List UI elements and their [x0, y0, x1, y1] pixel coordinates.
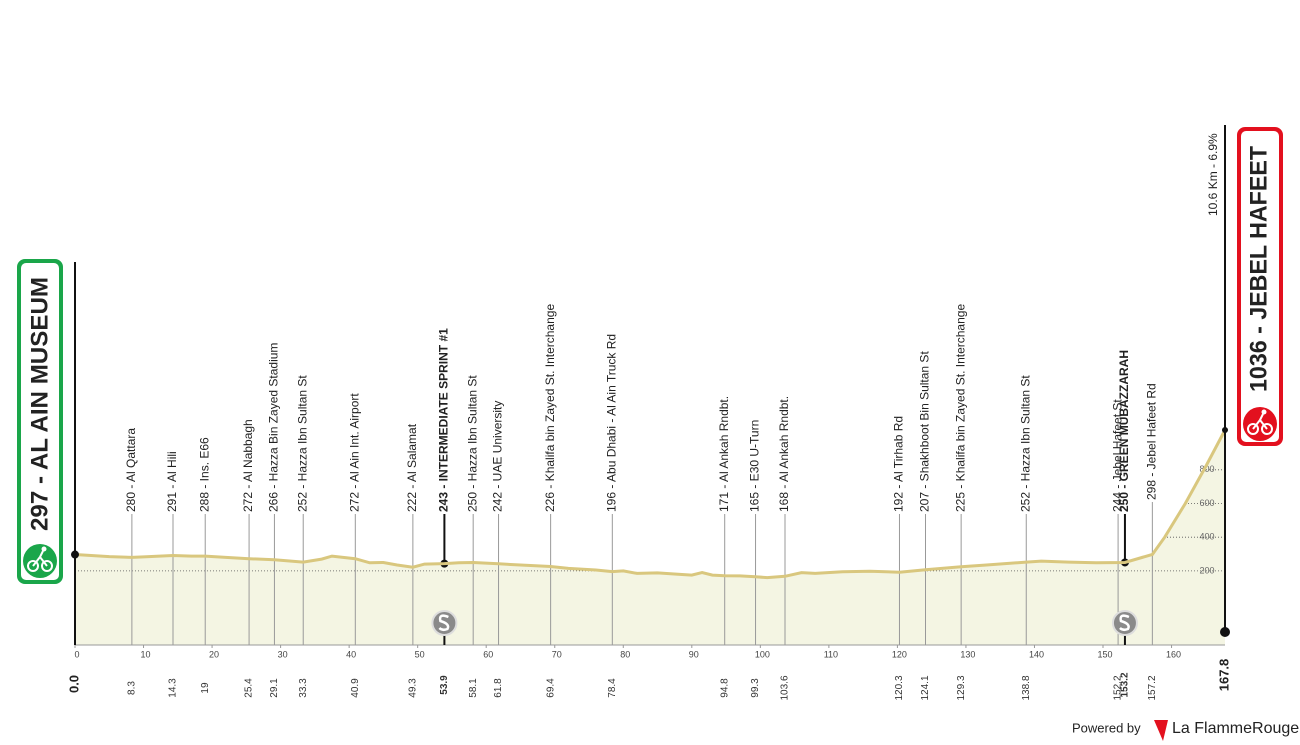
waypoint-label: 250 - Hazza Ibn Sultan St	[465, 375, 479, 512]
x-tick-label: 150	[1097, 649, 1112, 659]
x-tick-label: 10	[141, 649, 151, 659]
waypoint-label: 266 - Hazza Bin Zayed Stadium	[267, 343, 281, 512]
finish-km: 167.8	[1216, 659, 1231, 692]
x-tick-label: 140	[1029, 649, 1044, 659]
start-banner-inner	[21, 263, 59, 580]
waypoint-km: 99.3	[750, 678, 761, 698]
x-tick-label: 90	[689, 649, 699, 659]
finish-icon-wheel	[1247, 423, 1259, 435]
waypoint-km: 120.3	[894, 675, 905, 700]
waypoint-km: 49.3	[408, 678, 419, 698]
climb-label: 10.6 Km - 6.9%	[1206, 133, 1220, 216]
waypoint-km: 138.8	[1021, 675, 1032, 700]
x-tick-label: 120	[892, 649, 907, 659]
finish-icon	[1243, 407, 1277, 441]
start-banner: 297 - AL AIN MUSEUM	[17, 259, 63, 584]
waypoint-label: 222 - Al Salamat	[405, 423, 419, 512]
waypoint-km: 78.4	[607, 678, 618, 698]
waypoint-label: 298 - Jebel Hafeet Rd	[1145, 383, 1159, 500]
start-icon-head	[41, 546, 47, 552]
waypoint-km: 25.4	[244, 678, 255, 698]
waypoint-km: 33.3	[298, 678, 309, 698]
x-tick-label: 100	[755, 649, 770, 659]
waypoint-km: 53.9	[439, 675, 450, 695]
finish-icon-head	[1261, 409, 1267, 415]
waypoint-km: 103.6	[780, 675, 791, 700]
profile-line	[74, 429, 1227, 580]
waypoint-km: 8.3	[127, 681, 138, 695]
waypoint-km: 61.8	[493, 678, 504, 698]
y-tick-label: 600	[1199, 498, 1214, 508]
brand-name: La FlammeRouge	[1172, 720, 1299, 737]
y-tick-label: 200	[1199, 565, 1214, 575]
waypoint-label: 280 - Al Qattara	[124, 428, 138, 512]
x-tick-label: 40	[346, 649, 356, 659]
waypoint-km: 94.8	[719, 678, 730, 698]
y-tick-label: 400	[1199, 532, 1214, 542]
start-icon-wheel	[41, 560, 53, 572]
waypoint-km: 69.4	[545, 678, 556, 698]
sprint-icon-s	[1119, 614, 1130, 632]
finish-banner: 1036 - JEBEL HAFEET	[1237, 127, 1283, 446]
waypoint-label: 168 - Al Ankah Rndbt.	[777, 396, 791, 512]
waypoint-km: 19	[200, 682, 211, 694]
waypoint-label: 252 - Hazza Ibn Sultan St	[1018, 375, 1032, 512]
waypoint-label: 171 - Al Ankah Rndbt.	[717, 396, 731, 512]
waypoint-label: 244 - Jebel Hafeet St	[1110, 399, 1124, 512]
waypoint-km: 14.3	[168, 678, 179, 698]
waypoint-label: 291 - Al Hili	[165, 451, 179, 512]
waypoint-km: 124.1	[920, 675, 931, 700]
start-icon-wheel	[27, 560, 39, 572]
profile-area	[75, 430, 1225, 645]
x-tick-label: 50	[415, 649, 425, 659]
start-dot	[71, 550, 79, 559]
start-icon	[23, 544, 57, 578]
x-tick-label: 70	[552, 649, 562, 659]
finish-label: 1036 - JEBEL HAFEET	[1245, 146, 1272, 392]
waypoint-km: 153.2	[1120, 672, 1131, 697]
x-tick-label: 160	[1166, 649, 1181, 659]
x-tick-label: 0	[74, 649, 79, 659]
brand-logo	[1154, 720, 1168, 741]
start-km: 0.0	[66, 675, 81, 693]
x-tick-label: 30	[278, 649, 288, 659]
finish-base-dot	[1220, 627, 1230, 637]
waypoint-label: 243 - INTERMEDIATE SPRINT #1	[437, 328, 451, 512]
waypoint-km: 29.1	[269, 678, 280, 698]
x-tick-label: 110	[824, 649, 838, 659]
waypoint-km: 58.1	[468, 678, 479, 698]
x-tick-label: 20	[209, 649, 219, 659]
finish-dot	[1222, 427, 1228, 434]
waypoint-km: 152.2	[1113, 675, 1124, 700]
waypoint-km: 129.3	[956, 675, 967, 700]
waypoint-label: 226 - Khalifa bin Zayed St. Interchange	[543, 304, 557, 512]
sprint-icon-s	[438, 614, 450, 632]
start-icon-frame	[32, 550, 48, 567]
waypoint-label: 288 - Ins. E66	[197, 437, 211, 512]
waypoint-km: 40.9	[350, 678, 361, 698]
powered-by: Powered by	[1072, 720, 1141, 735]
waypoint-label: 192 - Al Tirhab Rd	[892, 416, 906, 512]
waypoint-label: 207 - Shakhboot Bin Sultan St	[918, 351, 932, 512]
x-tick-label: 80	[620, 649, 630, 659]
waypoint-label: 250 - GREEN MUBAZZARAH	[1117, 350, 1131, 512]
waypoint-label: 272 - Al Ain Int. Airport	[347, 393, 361, 512]
waypoint-km: 157.2	[1147, 675, 1158, 700]
waypoint-label: 242 - UAE University	[491, 401, 505, 512]
waypoint-label: 196 - Abu Dhabi - Al Ain Truck Rd	[604, 334, 618, 512]
x-tick-label: 60	[483, 649, 493, 659]
waypoint-label: 272 - Al Nabbagh	[241, 419, 255, 512]
x-tick-label: 130	[960, 649, 975, 659]
y-tick-label: 800	[1199, 464, 1214, 474]
start-label: 297 - AL AIN MUSEUM	[26, 277, 53, 531]
finish-banner-inner	[1241, 131, 1279, 442]
waypoint-label: 225 - Khalifa bin Zayed St. Interchange	[953, 304, 967, 512]
waypoint-label: 165 - E30 U-Turn	[748, 420, 762, 512]
waypoint-label: 252 - Hazza Ibn Sultan St	[295, 375, 309, 512]
finish-icon-wheel	[1261, 423, 1273, 435]
finish-icon-frame	[1252, 413, 1268, 430]
